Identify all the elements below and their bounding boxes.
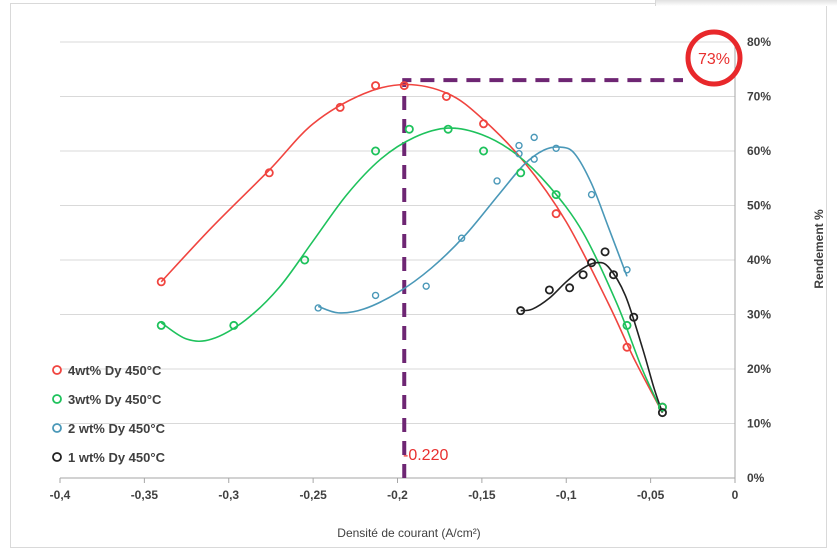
legend-label: 1 wt% Dy 450°C: [68, 450, 166, 465]
y-tick-label: 50%: [747, 199, 771, 213]
legend: 4wt% Dy 450°C 3wt% Dy 450°C 2 wt% Dy 450°C…: [52, 363, 166, 465]
data-point: [314, 304, 322, 312]
data-point: [587, 258, 597, 268]
data-point: [422, 282, 430, 290]
series-points: [156, 81, 667, 418]
y-tick-label: 60%: [747, 144, 771, 158]
x-tick-label: 0: [732, 488, 739, 502]
x-tick-label: -0,4: [50, 488, 71, 502]
data-point: [156, 277, 166, 287]
y-tick-label: 10%: [747, 417, 771, 431]
data-point: [443, 124, 453, 134]
data-point: [479, 119, 489, 129]
data-point: [515, 150, 523, 158]
x-tick-label: -0,05: [637, 488, 665, 502]
chart-frame: [10, 3, 827, 548]
data-point: [441, 92, 451, 102]
x-tick-label: -0,2: [387, 488, 408, 502]
data-point: [264, 168, 274, 178]
y-tick-label: 30%: [747, 308, 771, 322]
data-point: [629, 312, 639, 322]
data-point: [399, 81, 409, 91]
data-point: [516, 168, 526, 178]
y-tick-label: 80%: [747, 35, 771, 49]
data-point: [404, 124, 414, 134]
data-point: [544, 285, 554, 295]
data-point: [657, 402, 667, 412]
series-curves: [160, 83, 664, 413]
data-point: [657, 408, 667, 418]
data-point: [565, 283, 575, 293]
series-curve-1: [160, 83, 664, 413]
annotation-labels: 73% -0.220: [403, 29, 743, 464]
data-point: [609, 270, 619, 280]
data-point: [479, 146, 489, 156]
x-tick-label: -0,35: [131, 488, 159, 502]
annotation-y-label: 73%: [698, 51, 730, 68]
data-point: [530, 155, 538, 163]
grid-lines: [60, 41, 735, 424]
data-point: [300, 255, 310, 265]
data-point: [622, 342, 632, 352]
annotation-x-label: -0.220: [403, 447, 448, 464]
legend-label: 3wt% Dy 450°C: [68, 392, 162, 407]
data-point: [551, 209, 561, 219]
data-point: [335, 102, 345, 112]
legend-marker: [52, 452, 62, 462]
x-tick-label: -0,3: [218, 488, 239, 502]
data-point: [493, 177, 501, 185]
data-point: [600, 247, 610, 257]
y-tick-label: 20%: [747, 362, 771, 376]
data-point: [371, 146, 381, 156]
data-point: [457, 234, 466, 242]
data-point: [530, 133, 538, 142]
x-tick-label: -0,15: [468, 488, 496, 502]
annotation-dashed-line: [402, 78, 683, 478]
annotation-lines: [402, 78, 683, 478]
data-point: [578, 270, 588, 280]
data-point: [552, 144, 560, 152]
series-curve-4: [520, 261, 664, 413]
legend-marker: [52, 423, 62, 433]
legend-label: 4wt% Dy 450°C: [68, 363, 162, 378]
data-point: [623, 266, 631, 274]
legend-marker: [52, 365, 62, 375]
data-point: [551, 190, 561, 200]
x-axis-title: Densité de courant (A/cm²): [337, 526, 480, 540]
highlight-circle: [685, 29, 743, 87]
x-tick-label: -0,1: [556, 488, 577, 502]
tick-labels: 0% 10% 20% 30% 40% 50% 60% 70% 80% -0,4 -0,35 -0,3 -…: [50, 35, 772, 502]
x-tick-label: -0,25: [299, 488, 327, 502]
axes: [59, 42, 736, 483]
data-point: [229, 320, 239, 330]
y-tick-label: 70%: [747, 90, 771, 104]
legend-marker: [52, 394, 62, 404]
data-point: [622, 320, 632, 330]
series-curve-3: [317, 146, 628, 314]
window-edge: [655, 0, 837, 6]
y-axis-title: Rendement %: [812, 209, 826, 289]
data-point: [515, 141, 523, 150]
legend-label: 2 wt% Dy 450°C: [68, 421, 166, 436]
data-point: [516, 306, 526, 316]
data-point: [156, 320, 166, 330]
data-point: [371, 81, 381, 91]
series-curve-2: [160, 127, 664, 413]
data-point: [371, 291, 380, 300]
data-point: [587, 190, 596, 199]
y-tick-label: 40%: [747, 253, 771, 267]
y-tick-label: 0%: [747, 471, 765, 485]
